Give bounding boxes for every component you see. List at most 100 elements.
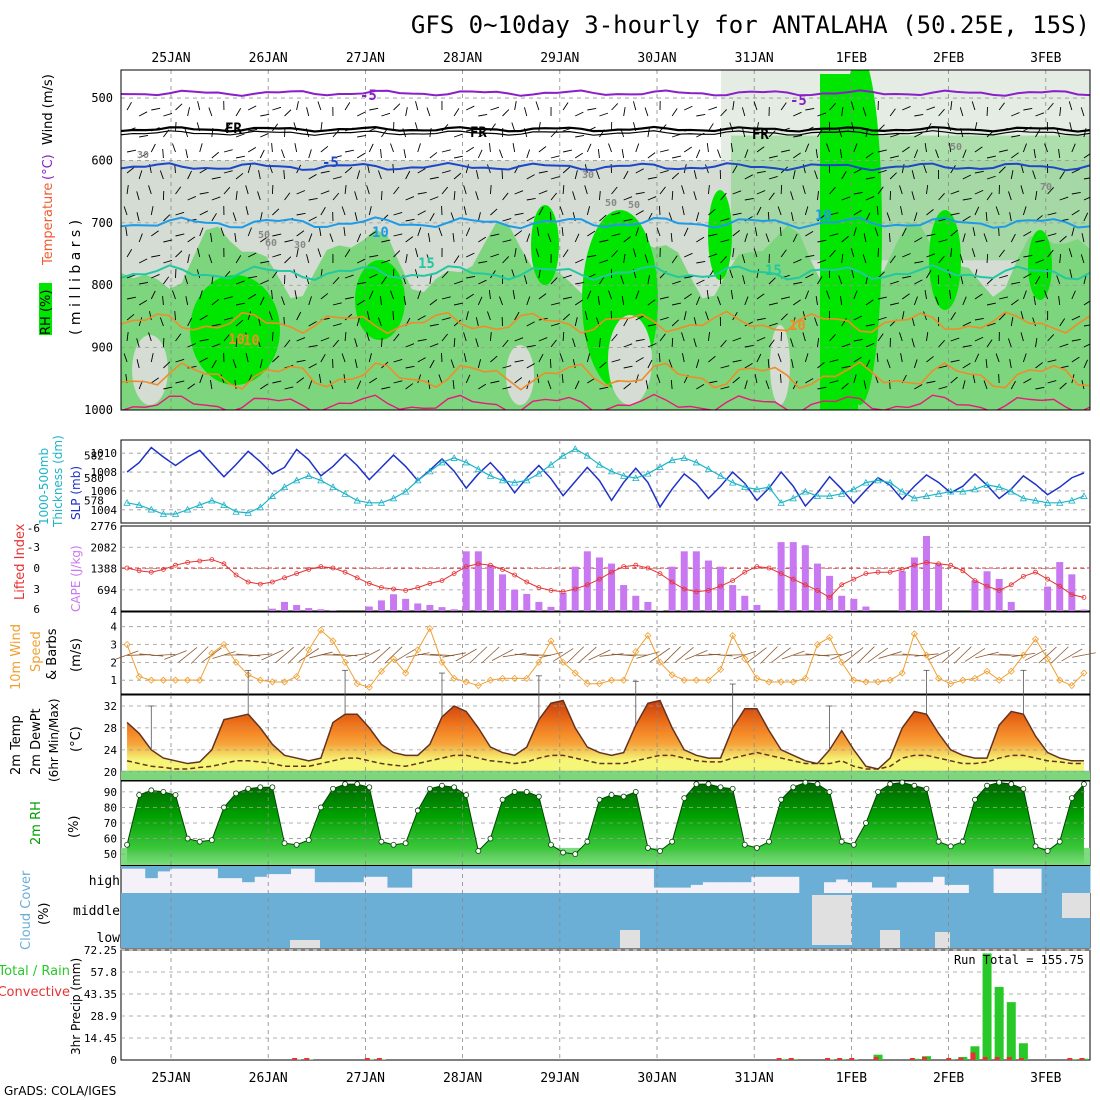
wind10m-barb: [566, 646, 585, 664]
wind10m-label-1: 10m Wind: [9, 624, 24, 690]
wind-barb: [441, 317, 451, 321]
wind10m-point: [583, 680, 591, 688]
wind-barb: [245, 206, 249, 216]
wind-barb: [756, 337, 766, 342]
cloud-high-bar: [326, 866, 340, 883]
wind-barb: [696, 236, 705, 243]
wind-barb: [429, 323, 439, 327]
wind-barb: [863, 233, 867, 243]
thickness-point: [874, 476, 882, 484]
contour-label: FR: [225, 121, 242, 137]
wind-barb: [853, 168, 863, 174]
precip-tick: 0: [110, 1054, 117, 1067]
wind-barb: [211, 360, 217, 369]
wind-barb: [1083, 343, 1090, 348]
wind10m-barb: [502, 652, 527, 658]
precip-conv-bar: [1079, 1058, 1085, 1060]
wind10m-point: [704, 676, 713, 684]
rh2m-point: [475, 848, 482, 854]
wind10m-barb: [857, 646, 875, 664]
wind-barb: [1083, 275, 1087, 285]
wind-barb: [986, 192, 993, 201]
wind-barb: [136, 191, 140, 201]
wind-barb: [658, 205, 661, 216]
wind-barb: [393, 211, 403, 216]
wind10m-barb: [927, 649, 950, 661]
wind-barb: [452, 380, 455, 390]
cape-bar: [632, 595, 640, 611]
li-point: [984, 583, 990, 589]
wind-barb: [268, 311, 273, 321]
wind-barb: [986, 253, 989, 264]
rh2m-tick: 70: [104, 817, 117, 830]
wind10m-barb: [844, 647, 864, 663]
wind-barb: [889, 172, 897, 180]
thickness-point: [171, 510, 180, 517]
thickness-point: [523, 476, 531, 484]
wind10m-point: [656, 658, 664, 666]
wind-barb: [501, 169, 503, 180]
wind-barb: [805, 254, 815, 258]
li-point: [996, 588, 1002, 593]
thickness-point: [789, 494, 797, 502]
cloud-cover-fill: [121, 866, 1091, 948]
wind-barb: [538, 170, 548, 174]
wind-barb: [369, 230, 378, 237]
wind-barb: [260, 279, 269, 285]
wind-barb: [1033, 149, 1036, 159]
wind-barb: [1022, 290, 1027, 300]
wind-barb: [1071, 168, 1081, 174]
wind-barb: [1071, 338, 1081, 342]
cape-bar: [680, 551, 688, 611]
cape-bar: [801, 545, 809, 611]
wind-barb: [317, 101, 322, 111]
wind-barb: [475, 191, 479, 201]
wind-barb: [950, 312, 956, 321]
cloud-high-bar: [290, 866, 304, 869]
thickness-point: [232, 507, 240, 515]
cloud-high-bar: [859, 866, 873, 883]
precip-total-bar: [982, 953, 992, 1060]
wind-barb: [647, 299, 656, 306]
contour-minus5-upper: [121, 89, 1090, 97]
wind-barb: [175, 103, 183, 111]
precip-total-bar: [1006, 1002, 1016, 1060]
wind10m-point: [571, 669, 579, 677]
wind-barb: [172, 290, 176, 300]
wind10m-point: [862, 678, 870, 686]
li-point: [718, 583, 723, 589]
wind-barb: [647, 196, 657, 201]
thickness-point: [886, 478, 894, 486]
wind-barb: [366, 311, 370, 321]
wind-barb: [211, 298, 220, 306]
wind-barb: [574, 170, 578, 180]
wind-barb: [148, 332, 152, 342]
thickness-point: [765, 483, 773, 491]
li-point: [209, 557, 215, 562]
rh2m-tick: 80: [104, 801, 117, 814]
pressure-level-label: 800: [91, 278, 113, 292]
wind-barb: [547, 380, 552, 390]
wind-barb: [562, 166, 571, 174]
wind-barb: [1011, 112, 1020, 117]
rh2m-tick: 90: [104, 786, 117, 799]
wind-barb: [817, 214, 825, 222]
wind-barb: [390, 143, 394, 153]
cloud-high-bar: [569, 866, 582, 869]
li-point: [548, 588, 554, 593]
wind-barb: [272, 355, 280, 363]
wind-barb: [792, 152, 801, 159]
wind-barb: [647, 359, 653, 369]
wind-barb: [172, 143, 176, 153]
li-point: [488, 562, 493, 568]
wind-barb: [296, 190, 306, 195]
li-point: [124, 565, 130, 571]
wind-barb: [308, 233, 313, 243]
cape-bar: [511, 589, 519, 611]
rh2m-tick: 50: [104, 848, 117, 861]
wind-barb: [732, 376, 740, 384]
wind10m-point: [874, 678, 882, 686]
li-point: [294, 571, 300, 576]
rh2m-point: [632, 788, 639, 795]
